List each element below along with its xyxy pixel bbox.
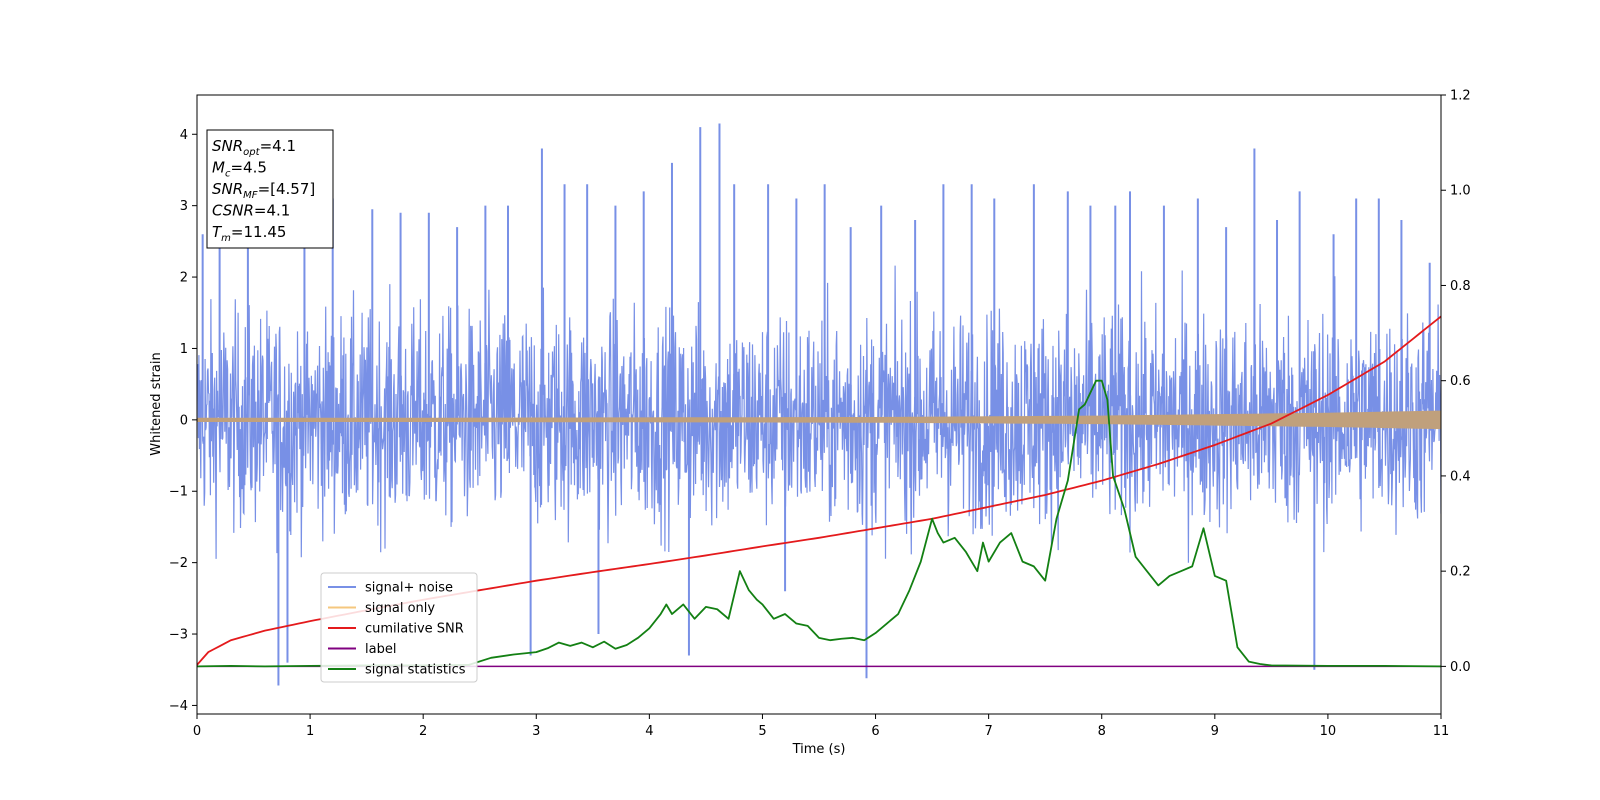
y-axis-right: 0.0 0.2 0.4 0.6 0.8 1.0 1.2 [1441,89,1471,675]
y-right-tick-label: 0.4 [1450,469,1471,484]
x-tick-label: 9 [1211,724,1219,739]
legend-label-label: label [365,642,396,657]
x-tick-label: 8 [1098,724,1106,739]
x-axis-label: Time (s) [792,742,846,757]
info-box-line: CSNR=4.1 [212,202,290,220]
legend-frame [320,572,478,683]
x-tick-label: 5 [758,724,766,739]
y-axis-label: Whitened strain [149,352,164,455]
legend: signal+ noise signal only cumilative SNR la… [320,572,478,683]
signal-only-series [197,410,1441,430]
y-axis-left: −4 −3 −2 −1 0 1 2 3 4 [169,128,197,714]
y-right-tick-label: 1.2 [1450,89,1471,104]
x-tick-label: 11 [1433,724,1450,739]
signal-only-band [197,410,1441,430]
x-tick-label: 2 [419,724,427,739]
x-tick-label: 1 [306,724,314,739]
legend-label-signal-only: signal only [365,601,435,616]
y-left-tick-label: −3 [169,628,188,643]
y-left-tick-label: 0 [180,413,188,428]
y-left-tick-label: −4 [169,699,188,714]
plot-frame [196,94,1442,715]
y-right-tick-label: 0.6 [1450,374,1471,389]
info-box-line: Tm=11.45 [212,223,286,244]
legend-label-cumulative-snr: cumilative SNR [365,622,464,637]
y-right-tick-label: 0.2 [1450,565,1471,580]
x-tick-label: 0 [193,724,201,739]
y-left-tick-label: −2 [169,556,188,571]
x-axis: 0 1 2 3 4 5 6 7 8 9 10 11 [193,714,1449,739]
x-tick-label: 6 [871,724,879,739]
info-box-line: SNRMF=[4.57] [212,180,315,201]
info-box-frame [206,129,334,249]
y-left-tick-label: 2 [180,271,188,286]
signal-noise-series [197,123,1441,686]
x-tick-label: 10 [1320,724,1337,739]
legend-label-signal-statistics: signal statistics [365,663,466,678]
info-box-line: SNRopt=4.1 [212,137,296,158]
signal-statistics-line [197,379,1441,668]
y-left-tick-label: 4 [180,128,188,143]
y-right-tick-label: 1.0 [1450,184,1471,199]
x-tick-label: 3 [532,724,540,739]
signal-statistics-series [197,379,1441,668]
x-tick-label: 7 [984,724,992,739]
y-right-tick-label: 0.0 [1450,660,1471,675]
y-left-tick-label: 3 [180,199,188,214]
y-left-tick-label: 1 [180,342,188,357]
legend-label-signal-noise: signal+ noise [365,581,453,596]
y-left-tick-label: −1 [169,485,188,500]
y-right-tick-label: 0.8 [1450,279,1471,294]
info-box-line: Mc=4.5 [212,159,267,180]
x-tick-label: 4 [645,724,653,739]
